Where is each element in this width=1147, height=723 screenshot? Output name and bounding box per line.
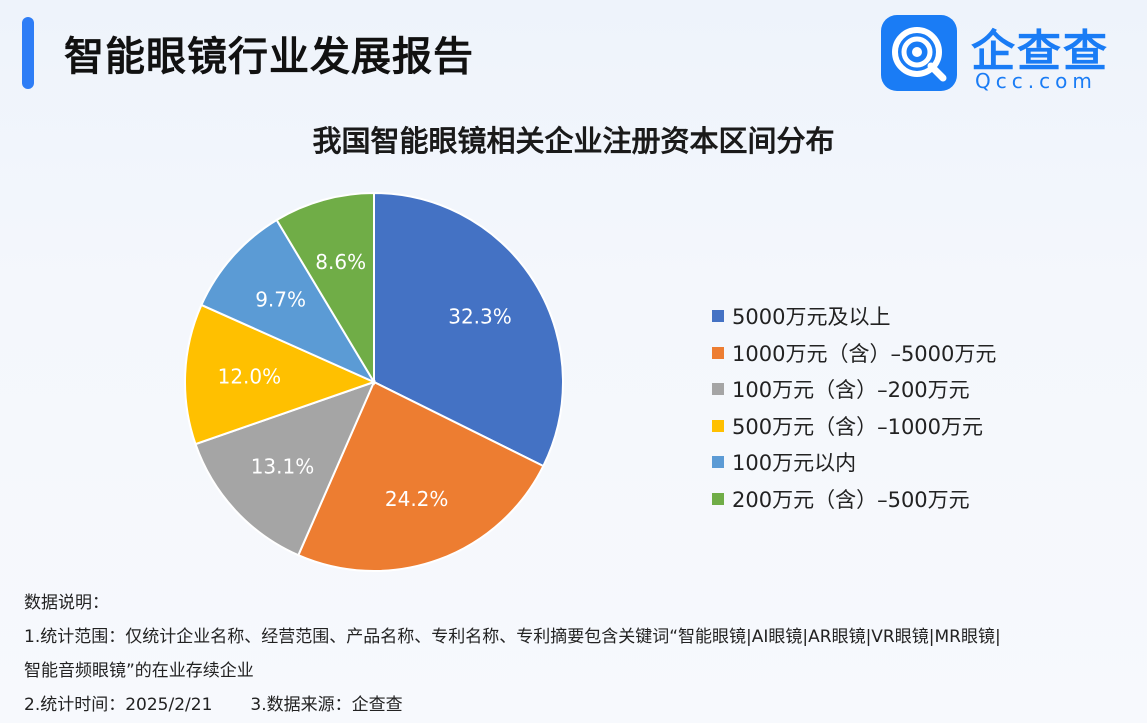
pie-slice-label: 13.1% [251, 455, 315, 479]
report-title: 智能眼镜行业发展报告 [64, 34, 474, 80]
pie-slice [297, 380, 545, 572]
header-accent-bar [22, 17, 34, 89]
chart-title: 我国智能眼镜相关企业注册资本区间分布 [312, 124, 835, 158]
pie-slice-label: 9.7% [255, 287, 306, 311]
legend-swatch [712, 419, 724, 432]
legend-swatch [712, 456, 724, 469]
notes-scope-line: 1.统计范围：仅统计企业名称、经营范围、产品名称、专利名称、专利摘要包含关键词“… [24, 627, 1001, 647]
pie-slice [275, 191, 375, 386]
legend-item: 100万元（含）–200万元 [712, 371, 996, 408]
legend-label: 100万元以内 [732, 451, 857, 476]
notes-heading: 数据说明： [24, 593, 109, 613]
pie-slice-label: 24.2% [385, 487, 449, 511]
legend-label: 5000万元及以上 [732, 305, 891, 330]
legend-swatch [712, 310, 724, 323]
qcc-logo-icon [881, 15, 957, 91]
pie-slice-label: 12.0% [218, 365, 282, 389]
notes-source: 3.数据来源：企查查 [250, 695, 403, 715]
legend-swatch [712, 383, 724, 396]
pie-slice [184, 303, 377, 446]
legend-item: 1000万元（含）–5000万元 [712, 335, 996, 372]
qcc-logo: 企查查 Qcc.com [881, 15, 1133, 95]
pie-slice [373, 191, 564, 468]
legend-item: 500万元（含）–1000万元 [712, 408, 996, 445]
legend-item: 200万元（含）–500万元 [712, 481, 996, 518]
legend-label: 1000万元（含）–5000万元 [732, 341, 997, 366]
legend-label: 200万元（含）–500万元 [732, 487, 970, 512]
data-notes: 数据说明： 1.统计范围：仅统计企业名称、经营范围、产品名称、专利名称、专利摘要… [24, 586, 1001, 722]
qcc-logo-name-cn: 企查查 [971, 26, 1109, 77]
pie-slice [194, 380, 376, 557]
legend-label: 100万元（含）–200万元 [732, 378, 970, 403]
chart-legend: 5000万元及以上 1000万元（含）–5000万元 100万元（含）–200万元 5… [712, 298, 996, 517]
legend-item: 5000万元及以上 [712, 298, 996, 335]
pie-slice-label: 32.3% [448, 304, 512, 328]
notes-scope-line-2: 智能音频眼镜”的在业存续企业 [24, 661, 254, 681]
legend-swatch [712, 346, 724, 359]
pie-slice-label: 8.6% [315, 250, 366, 274]
legend-item: 100万元以内 [712, 444, 996, 481]
pie-slice [200, 218, 377, 385]
notes-time: 2.统计时间：2025/2/21 [24, 695, 213, 715]
legend-label: 500万元（含）–1000万元 [732, 414, 984, 439]
qcc-logo-name-en: Qcc.com [975, 69, 1097, 93]
legend-swatch [712, 492, 724, 505]
